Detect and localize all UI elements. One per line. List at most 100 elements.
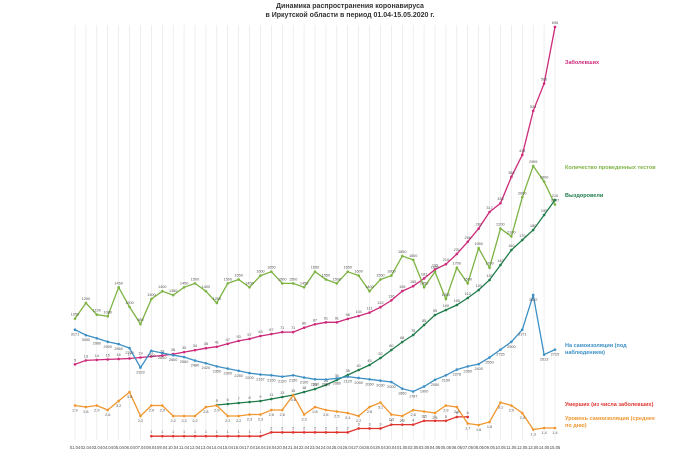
data-label: 18 bbox=[302, 386, 306, 390]
data-point bbox=[510, 404, 513, 407]
data-label: 1600 bbox=[354, 270, 362, 274]
data-label: 53 bbox=[237, 335, 241, 339]
data-point bbox=[346, 375, 350, 378]
data-label: 1 bbox=[216, 430, 218, 434]
data-label: 13 bbox=[280, 391, 284, 395]
data-label: 2080 bbox=[333, 381, 341, 385]
data-label: 2.9 bbox=[443, 409, 448, 413]
x-tick-label: 13.04 bbox=[201, 445, 212, 450]
data-label: 112 bbox=[465, 292, 471, 296]
data-point bbox=[128, 346, 131, 350]
data-point bbox=[204, 346, 208, 350]
data-point bbox=[291, 330, 295, 334]
data-label: 8 bbox=[248, 396, 250, 400]
data-label: 2000 bbox=[387, 385, 395, 389]
data-label: 68 bbox=[400, 336, 404, 340]
data-label: 2.2 bbox=[171, 419, 176, 423]
data-label: 1300 bbox=[442, 293, 450, 297]
data-label: 2 bbox=[325, 426, 327, 430]
data-label: 57 bbox=[247, 333, 251, 337]
data-label: 3 bbox=[358, 422, 360, 426]
data-label: 2613 bbox=[540, 358, 548, 362]
data-point bbox=[237, 278, 240, 281]
data-label: 2 bbox=[292, 426, 294, 430]
data-point bbox=[357, 427, 360, 430]
data-label: 2.2 bbox=[181, 419, 186, 423]
data-point bbox=[291, 282, 295, 285]
data-label: 434 bbox=[519, 149, 525, 153]
data-point bbox=[335, 431, 339, 434]
data-label: 2060 bbox=[365, 382, 373, 386]
data-point bbox=[520, 153, 524, 157]
data-point bbox=[193, 434, 197, 438]
data-point bbox=[510, 340, 513, 344]
data-point bbox=[390, 299, 393, 302]
data-point bbox=[95, 358, 99, 362]
x-tick-label: 10.05 bbox=[495, 445, 506, 450]
data-point bbox=[433, 411, 437, 415]
data-label: 1450 bbox=[180, 281, 188, 285]
data-point bbox=[455, 405, 459, 409]
data-label: 130 bbox=[486, 274, 492, 278]
data-point bbox=[259, 399, 262, 403]
data-point bbox=[160, 404, 164, 407]
legend-label: На самоизоляции (под наблюдением) bbox=[565, 343, 627, 356]
data-point bbox=[280, 375, 284, 378]
data-point bbox=[160, 351, 164, 355]
data-point bbox=[499, 227, 502, 230]
data-point bbox=[422, 286, 426, 289]
data-point bbox=[346, 270, 350, 273]
data-label: 5 bbox=[434, 415, 436, 419]
data-label: 1787 bbox=[409, 394, 417, 398]
data-label: 91 bbox=[335, 316, 339, 320]
data-label: 2600 bbox=[518, 191, 526, 195]
data-label: 160 bbox=[508, 244, 514, 248]
data-label: 2200 bbox=[496, 223, 504, 227]
data-point bbox=[226, 402, 230, 406]
data-point bbox=[379, 305, 382, 309]
data-label: 1.4 bbox=[541, 431, 546, 435]
x-tick-label: 01.04 bbox=[70, 445, 81, 450]
data-point bbox=[139, 356, 142, 359]
data-label: 980 bbox=[137, 318, 143, 322]
data-point bbox=[553, 203, 557, 206]
data-point bbox=[150, 349, 153, 353]
data-label: 2.8 bbox=[312, 410, 317, 414]
x-tick-label: 15.04 bbox=[222, 445, 233, 450]
legend-label: Уровень самоизоляции (среднее по дню) bbox=[565, 416, 655, 429]
data-point bbox=[280, 431, 284, 434]
data-label: 335 bbox=[497, 197, 503, 201]
data-point bbox=[346, 411, 350, 415]
data-label: 2 bbox=[303, 426, 305, 430]
data-point bbox=[270, 397, 273, 401]
data-label: 2.9 bbox=[72, 409, 77, 413]
data-point bbox=[444, 419, 448, 423]
data-label: 199 bbox=[432, 264, 438, 268]
data-label: 195 bbox=[541, 209, 547, 213]
data-point bbox=[357, 376, 360, 380]
data-point bbox=[73, 328, 77, 332]
data-label: 1250 bbox=[213, 297, 221, 301]
data-label: 1.3 bbox=[531, 433, 536, 437]
data-label: 2030 bbox=[376, 384, 384, 388]
data-point bbox=[73, 363, 77, 366]
data-point bbox=[117, 399, 120, 403]
x-tick-label: 11.04 bbox=[179, 445, 190, 450]
x-tick-label: 01.05 bbox=[397, 445, 408, 450]
data-point bbox=[400, 414, 404, 418]
data-point bbox=[215, 404, 219, 407]
data-point bbox=[411, 258, 415, 262]
data-label: 1400 bbox=[158, 285, 166, 289]
chart-title: Динамика распространения коронавируса bbox=[276, 3, 424, 10]
data-point bbox=[204, 361, 208, 365]
x-tick-label: 16.04 bbox=[233, 445, 244, 450]
data-point bbox=[215, 345, 219, 349]
data-label: 2 bbox=[347, 426, 349, 430]
data-point bbox=[553, 198, 557, 202]
data-label: 104 bbox=[355, 310, 361, 314]
data-label: 231 bbox=[454, 248, 460, 252]
data-label: 3.2 bbox=[116, 404, 121, 408]
data-point bbox=[313, 405, 317, 409]
data-point bbox=[313, 387, 317, 391]
data-label: 1350 bbox=[169, 289, 177, 293]
